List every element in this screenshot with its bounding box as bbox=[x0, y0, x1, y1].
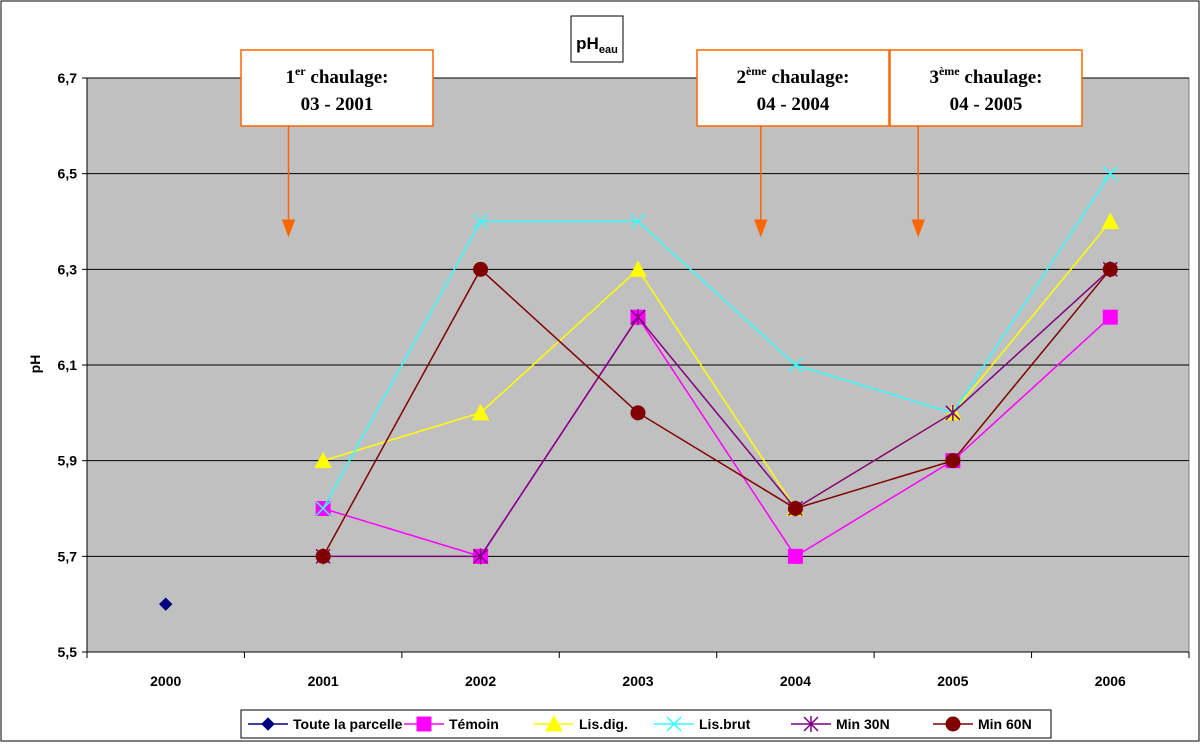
y-tick-label: 5,7 bbox=[58, 548, 78, 564]
annotation-date: 04 - 2005 bbox=[950, 94, 1023, 115]
data-point bbox=[1102, 261, 1118, 277]
annotation-title: 2ème chaulage: bbox=[736, 64, 849, 88]
legend-label: Lis.dig. bbox=[579, 716, 628, 732]
series-layer bbox=[159, 166, 1120, 611]
data-point bbox=[1102, 166, 1118, 182]
chart-title-main: pH bbox=[576, 34, 599, 53]
annotation-title: 1er chaulage: bbox=[285, 64, 388, 88]
annotation-title: 3ème chaulage: bbox=[929, 64, 1042, 88]
annotation-boxes: 1er chaulage: 03 - 2001 2ème chaulage: 04 -… bbox=[240, 49, 1083, 127]
legend-item: Toute la parcelle bbox=[248, 716, 403, 732]
series-line bbox=[322, 173, 1111, 509]
data-point bbox=[787, 501, 803, 516]
legend-marker bbox=[803, 716, 819, 732]
chart-title-box bbox=[570, 15, 624, 63]
data-point bbox=[1101, 212, 1120, 229]
x-tick-label: 2001 bbox=[308, 673, 339, 689]
x-tick-label: 2006 bbox=[1095, 673, 1126, 689]
x-tick-label: 2003 bbox=[622, 673, 653, 689]
annotation-box bbox=[240, 49, 434, 127]
y-tick-label: 6,5 bbox=[58, 166, 78, 182]
x-tick-label: 2000 bbox=[150, 673, 181, 689]
legend-marker bbox=[261, 717, 275, 731]
annotation-arrow-head bbox=[281, 219, 296, 238]
data-point bbox=[473, 213, 489, 230]
data-point bbox=[630, 309, 646, 326]
data-point bbox=[787, 548, 803, 564]
y-tick-label: 6,1 bbox=[58, 357, 78, 373]
legend-item: Lis.dig. bbox=[534, 714, 628, 732]
legend-marker bbox=[416, 716, 432, 732]
y-tick-label: 6,7 bbox=[58, 70, 78, 86]
x-tick-label: 2004 bbox=[780, 673, 811, 689]
data-point bbox=[314, 451, 332, 469]
series-line bbox=[322, 221, 1111, 510]
legend-label: Témoin bbox=[449, 716, 499, 732]
annotation-arrow-head bbox=[911, 219, 925, 238]
legend-item: Lis.brut bbox=[654, 716, 751, 732]
legend-box bbox=[240, 709, 1052, 739]
legend-marker bbox=[945, 716, 961, 732]
annotation-box bbox=[889, 49, 1083, 127]
series-line bbox=[323, 268, 1111, 558]
annotation-3: 3ème chaulage: 04 - 2005 bbox=[889, 49, 1083, 127]
series-6 bbox=[315, 261, 1118, 564]
chart-title-text: pHeau bbox=[576, 34, 618, 56]
legend-label: Lis.brut bbox=[699, 716, 751, 732]
annotation-date: 03 - 2001 bbox=[301, 94, 374, 115]
data-point bbox=[473, 261, 489, 277]
annotation-date: 04 - 2004 bbox=[757, 94, 830, 115]
legend-label: Min 60N bbox=[978, 716, 1032, 732]
data-point bbox=[315, 548, 331, 564]
series-line bbox=[322, 268, 1111, 557]
data-point bbox=[630, 405, 646, 421]
legend-item: Témoin bbox=[404, 716, 499, 732]
data-point bbox=[473, 548, 489, 565]
data-point bbox=[945, 453, 961, 469]
legend-label: Toute la parcelle bbox=[293, 716, 403, 732]
annotation-arrow-head bbox=[754, 219, 768, 238]
legend-item: Min 30N bbox=[791, 716, 890, 732]
x-tick-label: 2005 bbox=[937, 673, 968, 689]
series-1 bbox=[159, 597, 173, 611]
data-point bbox=[315, 500, 331, 517]
data-point bbox=[629, 260, 647, 277]
data-point bbox=[787, 357, 803, 373]
annotation-box bbox=[696, 49, 890, 127]
y-tick-label: 6,3 bbox=[58, 261, 78, 277]
legend-marker bbox=[545, 714, 563, 732]
legend-marker bbox=[666, 716, 682, 732]
legend-label: Min 30N bbox=[836, 716, 890, 732]
annotation-2: 2ème chaulage: 04 - 2004 bbox=[696, 49, 890, 127]
axes: 5,5 5,7 5,9 6,1 6,3 6,5 6,7 2000 2001 2002 2003 200… bbox=[58, 70, 1190, 689]
x-tick-label: 2002 bbox=[465, 673, 496, 689]
chart-title: pHeau bbox=[570, 15, 624, 63]
annotation-1: 1er chaulage: 03 - 2001 bbox=[240, 49, 434, 127]
annotation-arrows bbox=[281, 126, 925, 238]
y-tick-label: 5,5 bbox=[58, 644, 78, 660]
data-point bbox=[1102, 309, 1118, 325]
data-point bbox=[945, 404, 961, 421]
data-point bbox=[471, 403, 490, 421]
y-tick-label: 5,9 bbox=[58, 453, 78, 469]
series-line bbox=[322, 315, 1111, 558]
legend: Toute la parcelle Témoin Lis.dig. Lis.brut M… bbox=[240, 709, 1052, 739]
data-point bbox=[630, 213, 646, 230]
legend-item: Min 60N bbox=[933, 716, 1032, 732]
chart-title-sub: eau bbox=[599, 44, 618, 56]
y-axis-label: pH bbox=[27, 355, 43, 374]
data-point bbox=[159, 597, 173, 611]
